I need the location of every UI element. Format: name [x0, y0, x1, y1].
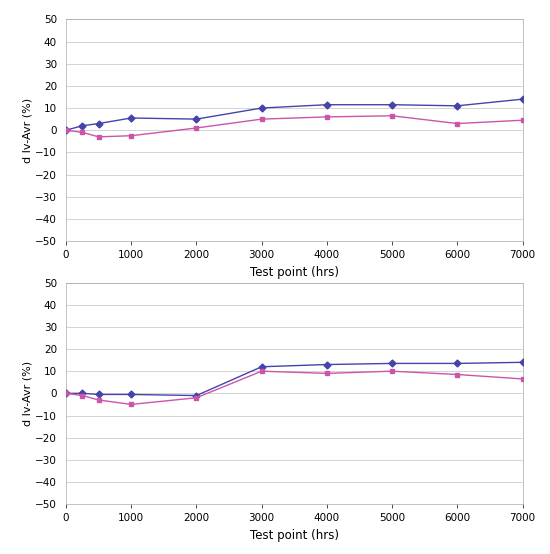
ADJD-MJ00: [519, 359, 526, 366]
ADJD-MJ10: [79, 129, 86, 136]
ADJD-MJ00: [454, 102, 460, 109]
ADJD-MJ10: [519, 117, 526, 124]
ADJD-MJ10: [323, 370, 330, 377]
ADJD-MJ00: [323, 101, 330, 108]
ADJD-MJ00: [95, 391, 102, 398]
ADJD-MJ00: [95, 120, 102, 127]
ADJD-MJ10: [258, 368, 265, 375]
Line: ADJD-MJ00: ADJD-MJ00: [64, 97, 525, 132]
ADJD-MJ00: [519, 96, 526, 102]
ADJD-MJ10: [63, 127, 69, 134]
ADJD-MJ10: [323, 114, 330, 120]
ADJD-MJ10: [63, 390, 69, 397]
ADJD-MJ10: [95, 397, 102, 403]
ADJD-MJ10: [454, 120, 460, 127]
Y-axis label: d Iv-Avr (%): d Iv-Avr (%): [23, 98, 32, 163]
ADJD-MJ10: [193, 394, 200, 401]
ADJD-MJ00: [193, 392, 200, 399]
ADJD-MJ00: [128, 115, 135, 121]
ADJD-MJ10: [95, 134, 102, 140]
ADJD-MJ10: [389, 112, 395, 119]
ADJD-MJ00: [79, 390, 86, 397]
ADJD-MJ00: [258, 105, 265, 111]
ADJD-MJ00: [79, 122, 86, 129]
Line: ADJD-MJ10: ADJD-MJ10: [64, 114, 525, 139]
Line: ADJD-MJ10: ADJD-MJ10: [64, 369, 525, 407]
ADJD-MJ10: [128, 401, 135, 408]
X-axis label: Test point (hrs): Test point (hrs): [250, 265, 339, 279]
Legend: ADJD-MJ00, ADJD-MJ10: ADJD-MJ00, ADJD-MJ10: [199, 295, 390, 314]
ADJD-MJ00: [193, 116, 200, 122]
ADJD-MJ10: [128, 132, 135, 139]
ADJD-MJ00: [323, 361, 330, 368]
ADJD-MJ00: [454, 360, 460, 367]
ADJD-MJ00: [389, 360, 395, 367]
ADJD-MJ10: [389, 368, 395, 375]
Y-axis label: d Iv-Avr (%): d Iv-Avr (%): [23, 361, 32, 426]
ADJD-MJ00: [389, 101, 395, 108]
ADJD-MJ00: [63, 127, 69, 134]
Line: ADJD-MJ00: ADJD-MJ00: [64, 360, 525, 398]
ADJD-MJ00: [63, 390, 69, 397]
ADJD-MJ10: [193, 125, 200, 131]
X-axis label: Test point (hrs): Test point (hrs): [250, 529, 339, 542]
ADJD-MJ10: [454, 371, 460, 378]
ADJD-MJ00: [258, 363, 265, 370]
ADJD-MJ10: [79, 392, 86, 399]
ADJD-MJ10: [519, 376, 526, 382]
ADJD-MJ10: [258, 116, 265, 122]
ADJD-MJ00: [128, 391, 135, 398]
